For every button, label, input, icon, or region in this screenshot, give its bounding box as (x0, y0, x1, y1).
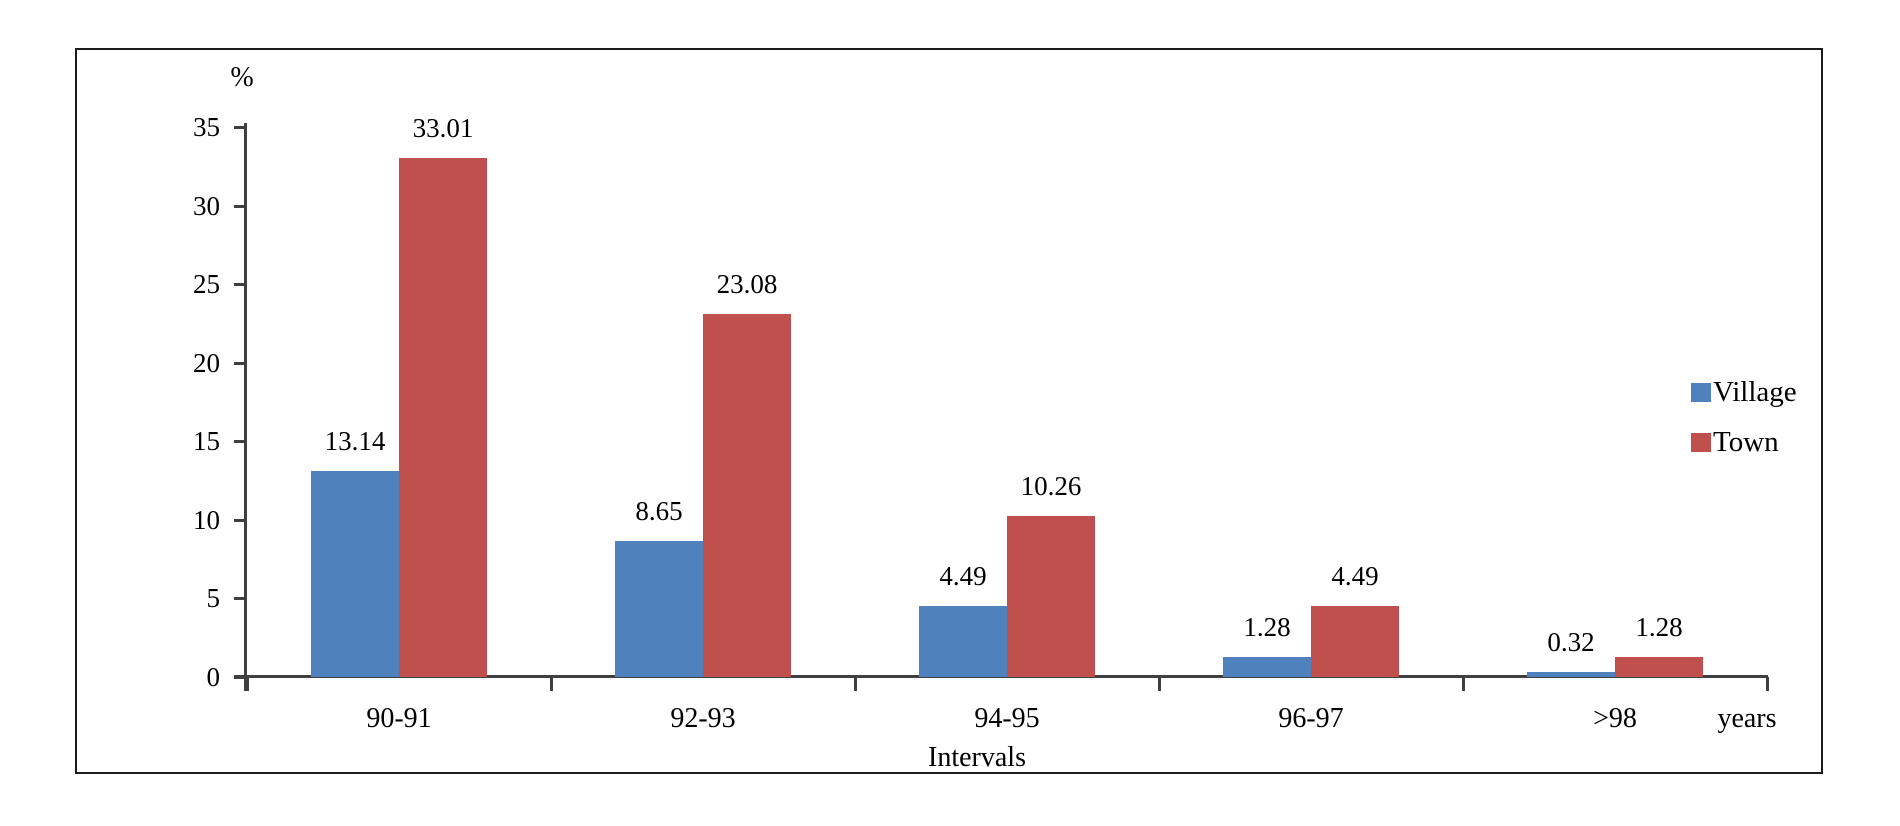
bar-town->98 (1615, 657, 1703, 677)
legend-item-village: Village (1691, 377, 1797, 407)
bar-village-94-95 (919, 606, 1007, 677)
bar-value-label: 8.65 (635, 496, 683, 526)
y-axis-title: % (230, 62, 254, 93)
bar-value-label: 13.14 (324, 426, 386, 456)
bar-value-label: 1.28 (1635, 612, 1683, 642)
y-axis-tick-label: 30 (193, 190, 220, 221)
bar-town-90-91 (399, 158, 487, 677)
y-axis-tick-label: 20 (193, 347, 220, 378)
x-axis-tick (854, 677, 857, 691)
y-axis-tick-label: 0 (206, 662, 221, 692)
bar-village-96-97 (1223, 657, 1311, 677)
y-axis-tick-label: 5 (206, 583, 221, 614)
y-axis-tick (234, 518, 246, 522)
bar-value-label: 4.49 (1331, 561, 1379, 591)
x-category-label: >98 (1593, 703, 1637, 734)
legend-item-town: Town (1691, 427, 1779, 457)
bar-value-label: 4.49 (939, 561, 987, 591)
x-category-label: 94-95 (974, 703, 1040, 734)
x-axis-unit-label: years (1717, 703, 1777, 734)
town-legend-label: Town (1713, 426, 1779, 458)
bar-value-label: 1.28 (1243, 612, 1291, 642)
x-axis-tick (1766, 677, 1769, 691)
x-axis-tick (246, 677, 249, 691)
x-category-label: 96-97 (1278, 703, 1344, 734)
y-axis-tick (234, 440, 246, 444)
village-legend-swatch (1691, 382, 1711, 402)
y-axis-tick-label: 35 (193, 112, 220, 142)
town-legend-swatch (1691, 432, 1711, 452)
bar-value-label: 10.26 (1020, 471, 1082, 501)
bar-village-90-91 (311, 471, 399, 677)
y-axis-tick (234, 676, 246, 679)
y-axis-tick (234, 361, 246, 365)
bar-village->98 (1527, 672, 1615, 677)
y-axis-tick-label: 25 (193, 269, 220, 300)
y-axis-tick (234, 597, 246, 601)
x-axis-tick (1462, 677, 1465, 691)
y-axis-tick (234, 126, 246, 129)
y-axis-tick (234, 283, 246, 287)
bar-town-96-97 (1311, 606, 1399, 677)
x-axis-title: Intervals (928, 742, 1026, 773)
bar-value-label: 33.01 (412, 113, 474, 143)
village-legend-label: Village (1713, 376, 1797, 408)
x-category-label: 90-91 (366, 703, 432, 734)
x-axis-tick (550, 677, 553, 691)
bar-village-92-93 (615, 541, 703, 677)
bar-town-92-93 (703, 314, 791, 677)
y-axis-tick (234, 204, 246, 208)
x-axis-tick (1158, 677, 1161, 691)
y-axis-tick-label: 15 (193, 426, 220, 457)
bar-town-94-95 (1007, 516, 1095, 677)
bar-value-label: 23.08 (716, 269, 778, 299)
bar-value-label: 0.32 (1547, 627, 1595, 657)
y-axis-tick-label: 10 (193, 504, 220, 535)
x-category-label: 92-93 (670, 703, 736, 734)
y-axis-line (244, 123, 247, 691)
